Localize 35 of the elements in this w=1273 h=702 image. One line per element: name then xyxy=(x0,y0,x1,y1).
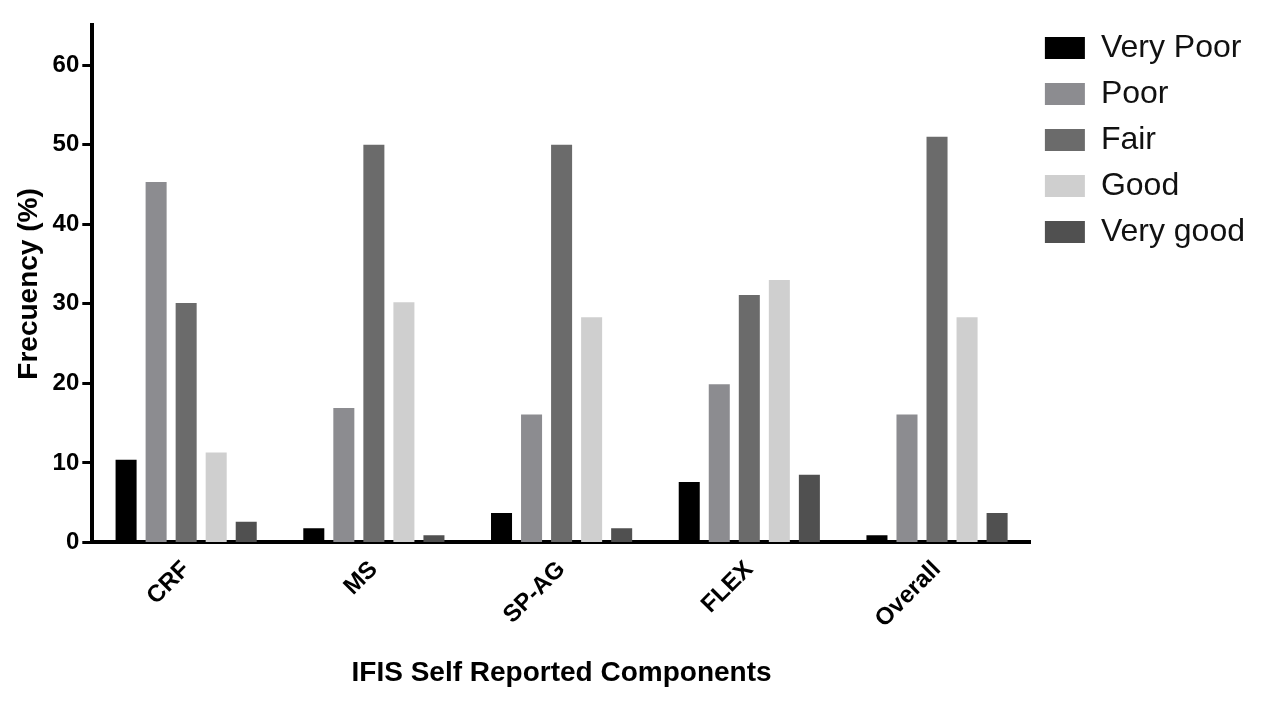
y-tick-label: 10 xyxy=(52,447,80,475)
y-tick-label: 40 xyxy=(52,208,80,236)
x-axis-title: IFIS Self Reported Components xyxy=(351,655,772,687)
bar xyxy=(798,474,820,542)
legend-label: Very good xyxy=(1100,211,1245,248)
bar xyxy=(235,521,257,542)
y-tick-label: 20 xyxy=(52,368,80,396)
legend-label: Poor xyxy=(1100,73,1169,110)
legend-label: Good xyxy=(1100,165,1180,202)
bar xyxy=(926,136,948,542)
bar xyxy=(738,295,760,542)
bar xyxy=(423,535,445,542)
y-tick-label: 0 xyxy=(65,527,80,555)
y-axis-title: Frecuency (%) xyxy=(11,188,43,380)
bar xyxy=(611,528,633,542)
bar xyxy=(581,317,603,542)
y-tick-label: 50 xyxy=(52,129,80,157)
bar xyxy=(896,414,918,542)
y-tick-label: 60 xyxy=(52,49,80,77)
bar xyxy=(175,303,197,542)
legend-label: Fair xyxy=(1100,119,1157,156)
bar xyxy=(551,144,573,542)
bar xyxy=(393,302,415,542)
bar xyxy=(708,384,730,542)
legend-label: Very Poor xyxy=(1100,27,1242,64)
bar xyxy=(333,408,355,542)
bar xyxy=(768,279,790,542)
bar xyxy=(521,414,543,542)
x-tick-label: MS xyxy=(337,554,383,600)
bar xyxy=(205,452,227,542)
bar xyxy=(363,144,385,542)
y-tick-label: 30 xyxy=(52,288,80,316)
bar xyxy=(986,513,1008,542)
bar xyxy=(956,317,978,542)
bar xyxy=(145,182,167,542)
